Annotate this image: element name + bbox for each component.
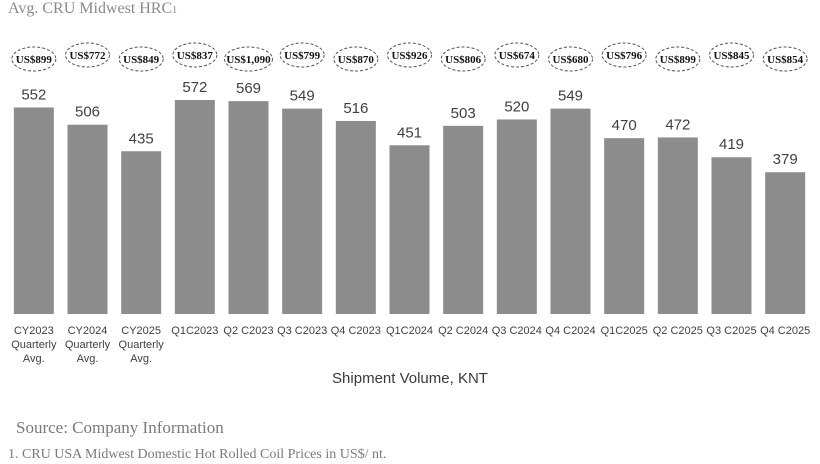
price-annotation: US$899 <box>660 54 697 66</box>
value-label: 572 <box>182 79 207 96</box>
price-oval <box>118 46 164 72</box>
x-tick-label: Q2 C2023 <box>223 325 273 337</box>
value-label: 451 <box>397 124 422 141</box>
footnote: 1. CRU USA Midwest Domestic Hot Rolled C… <box>8 447 387 462</box>
value-label: 552 <box>21 86 46 103</box>
bar <box>496 119 537 314</box>
x-tick-label: Q4 C2023 <box>331 325 381 337</box>
bar <box>335 120 376 314</box>
price-oval <box>709 42 754 68</box>
price-oval <box>440 46 486 72</box>
bar <box>282 108 323 315</box>
price-oval <box>224 46 273 72</box>
price-annotation: US$854 <box>767 54 804 66</box>
price-annotation: US$870 <box>338 54 375 66</box>
chart-title: Avg. CRU Midwest HRC1 <box>8 0 178 17</box>
value-label: 549 <box>558 88 583 105</box>
x-tick-label: Q1C2023 <box>171 325 218 337</box>
price-oval <box>494 42 540 68</box>
x-tick-label: Q3 C2023 <box>277 325 327 337</box>
bar <box>13 107 54 315</box>
x-tick-label: Q1C2024 <box>386 325 433 337</box>
x-tick-label: Q3 C2024 <box>492 325 542 337</box>
price-annotation: US$926 <box>391 50 428 62</box>
price-oval <box>762 46 808 72</box>
x-tick-label: Q4 C2024 <box>545 325 595 337</box>
bar <box>67 124 108 314</box>
bar <box>657 137 698 314</box>
value-label: 435 <box>129 130 154 147</box>
bar <box>174 100 215 314</box>
price-oval <box>333 46 379 72</box>
source-note: Source: Company Information <box>16 418 224 437</box>
value-label: 506 <box>75 104 100 121</box>
price-oval <box>655 46 701 72</box>
price-annotation: US$899 <box>16 54 53 66</box>
price-annotation: US$796 <box>606 50 643 62</box>
x-tick-label: Q2 C2024 <box>438 325 488 337</box>
price-annotation: US$849 <box>123 54 160 66</box>
price-oval <box>279 42 325 68</box>
x-axis-label: Shipment Volume, KNT <box>332 370 488 387</box>
price-oval <box>601 42 647 68</box>
value-label: 520 <box>504 98 529 115</box>
price-oval <box>172 42 218 68</box>
bar <box>389 145 430 314</box>
price-annotation: US$772 <box>69 50 106 62</box>
x-tick-label: Q2 C2025 <box>653 325 703 337</box>
price-annotation: US$674 <box>499 50 536 62</box>
x-tick-label: CY2023 Quarterly Avg. <box>11 325 57 365</box>
value-label: 503 <box>451 105 476 122</box>
bar <box>550 108 591 315</box>
price-oval <box>548 46 593 72</box>
price-annotation: US$799 <box>284 50 321 62</box>
value-label: 379 <box>773 151 798 168</box>
price-annotation: US$1,090 <box>226 54 271 66</box>
price-oval <box>11 46 57 72</box>
value-label: 516 <box>343 100 368 117</box>
bar <box>121 151 162 314</box>
price-annotation: US$680 <box>552 54 589 66</box>
x-tick-label: Q3 C2025 <box>706 325 756 337</box>
bar-chart: 552 US$899 CY2023 Quarterly Avg. 506 US$772 CY2… <box>11 42 810 365</box>
bar <box>765 172 806 314</box>
bar <box>711 157 752 314</box>
price-oval <box>387 42 432 68</box>
value-label: 472 <box>665 116 690 133</box>
price-oval <box>65 42 110 68</box>
bar <box>443 125 484 314</box>
value-label: 569 <box>236 80 261 97</box>
x-tick-label: Q1C2025 <box>601 325 648 337</box>
bar <box>228 101 269 314</box>
x-tick-label: CY2025 Quarterly Avg. <box>119 325 165 365</box>
bar <box>604 138 645 314</box>
value-label: 470 <box>612 117 637 134</box>
x-tick-label: CY2024 Quarterly Avg. <box>65 325 111 365</box>
value-label: 549 <box>290 88 315 105</box>
price-annotation: US$837 <box>177 50 214 62</box>
price-annotation: US$806 <box>445 54 482 66</box>
price-annotation: US$845 <box>713 50 750 62</box>
value-label: 419 <box>719 136 744 153</box>
x-tick-label: Q4 C2025 <box>760 325 810 337</box>
